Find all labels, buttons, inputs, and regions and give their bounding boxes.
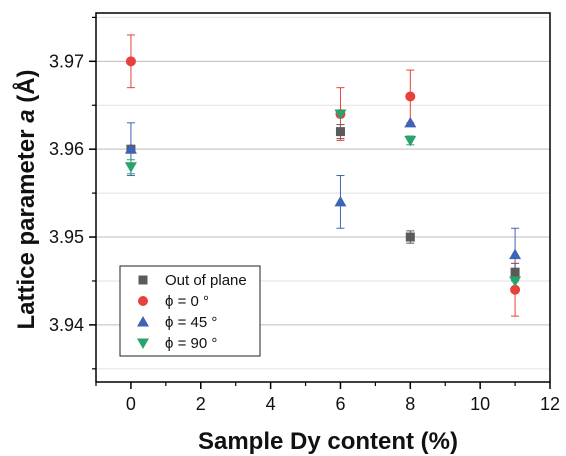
legend-label: ϕ = 0 ° xyxy=(165,293,209,310)
data-point-triangle-up xyxy=(404,116,417,128)
tick-labels: 0 2 4 6 8 10 12 3.94 3.95 3.96 3.97 xyxy=(49,51,560,414)
x-tick-label: 8 xyxy=(405,394,415,414)
data-point-circle xyxy=(125,56,136,67)
legend-label: ϕ = 45 ° xyxy=(165,314,217,331)
y-tick-label: 3.97 xyxy=(49,51,84,71)
x-tick-label: 4 xyxy=(266,394,276,414)
y-axis-title-prefix: Lattice parameter xyxy=(13,123,40,330)
y-axis-title: Lattice parameter a (Å) xyxy=(12,69,40,329)
data-point-square xyxy=(405,232,415,242)
data-point-triangle-up xyxy=(509,248,522,260)
data-point-circle xyxy=(405,91,416,102)
x-tick-label: 6 xyxy=(335,394,345,414)
x-tick-label: 10 xyxy=(470,394,490,414)
y-axis-title-italic: a xyxy=(13,109,40,122)
y-tick-label: 3.95 xyxy=(49,227,84,247)
data-point-triangle-down xyxy=(404,135,417,147)
legend: Out of plane ϕ = 0 ° ϕ = 45 ° ϕ = 90 ° xyxy=(119,265,261,357)
axis-ticks xyxy=(89,16,551,389)
legend-marker-triangle-up xyxy=(137,316,149,327)
y-tick-label: 3.96 xyxy=(49,139,84,159)
y-tick-label: 3.94 xyxy=(49,315,84,335)
legend-marker-circle xyxy=(138,296,148,306)
data-point-triangle-down xyxy=(124,162,137,173)
data-point-triangle-down xyxy=(509,276,522,287)
data-point-triangle-down xyxy=(334,109,347,121)
data-markers xyxy=(124,56,522,295)
data-point-square xyxy=(510,267,520,277)
legend-marker-triangle-down xyxy=(137,338,149,349)
x-tick-label: 0 xyxy=(126,394,136,414)
x-tick-label: 2 xyxy=(196,394,206,414)
x-axis-title: Sample Dy content (%) xyxy=(198,428,458,455)
data-point-triangle-up xyxy=(124,143,137,154)
data-point-square xyxy=(335,127,345,137)
data-point-triangle-up xyxy=(334,195,347,207)
plot-frame xyxy=(95,12,551,383)
data-point-circle xyxy=(510,284,521,295)
legend-marker-square xyxy=(138,275,148,285)
legend-label: ϕ = 90 ° xyxy=(165,335,217,352)
y-axis-title-suffix: (Å) xyxy=(12,69,40,109)
legend-label: Out of plane xyxy=(165,272,247,289)
x-tick-label: 12 xyxy=(540,394,560,414)
